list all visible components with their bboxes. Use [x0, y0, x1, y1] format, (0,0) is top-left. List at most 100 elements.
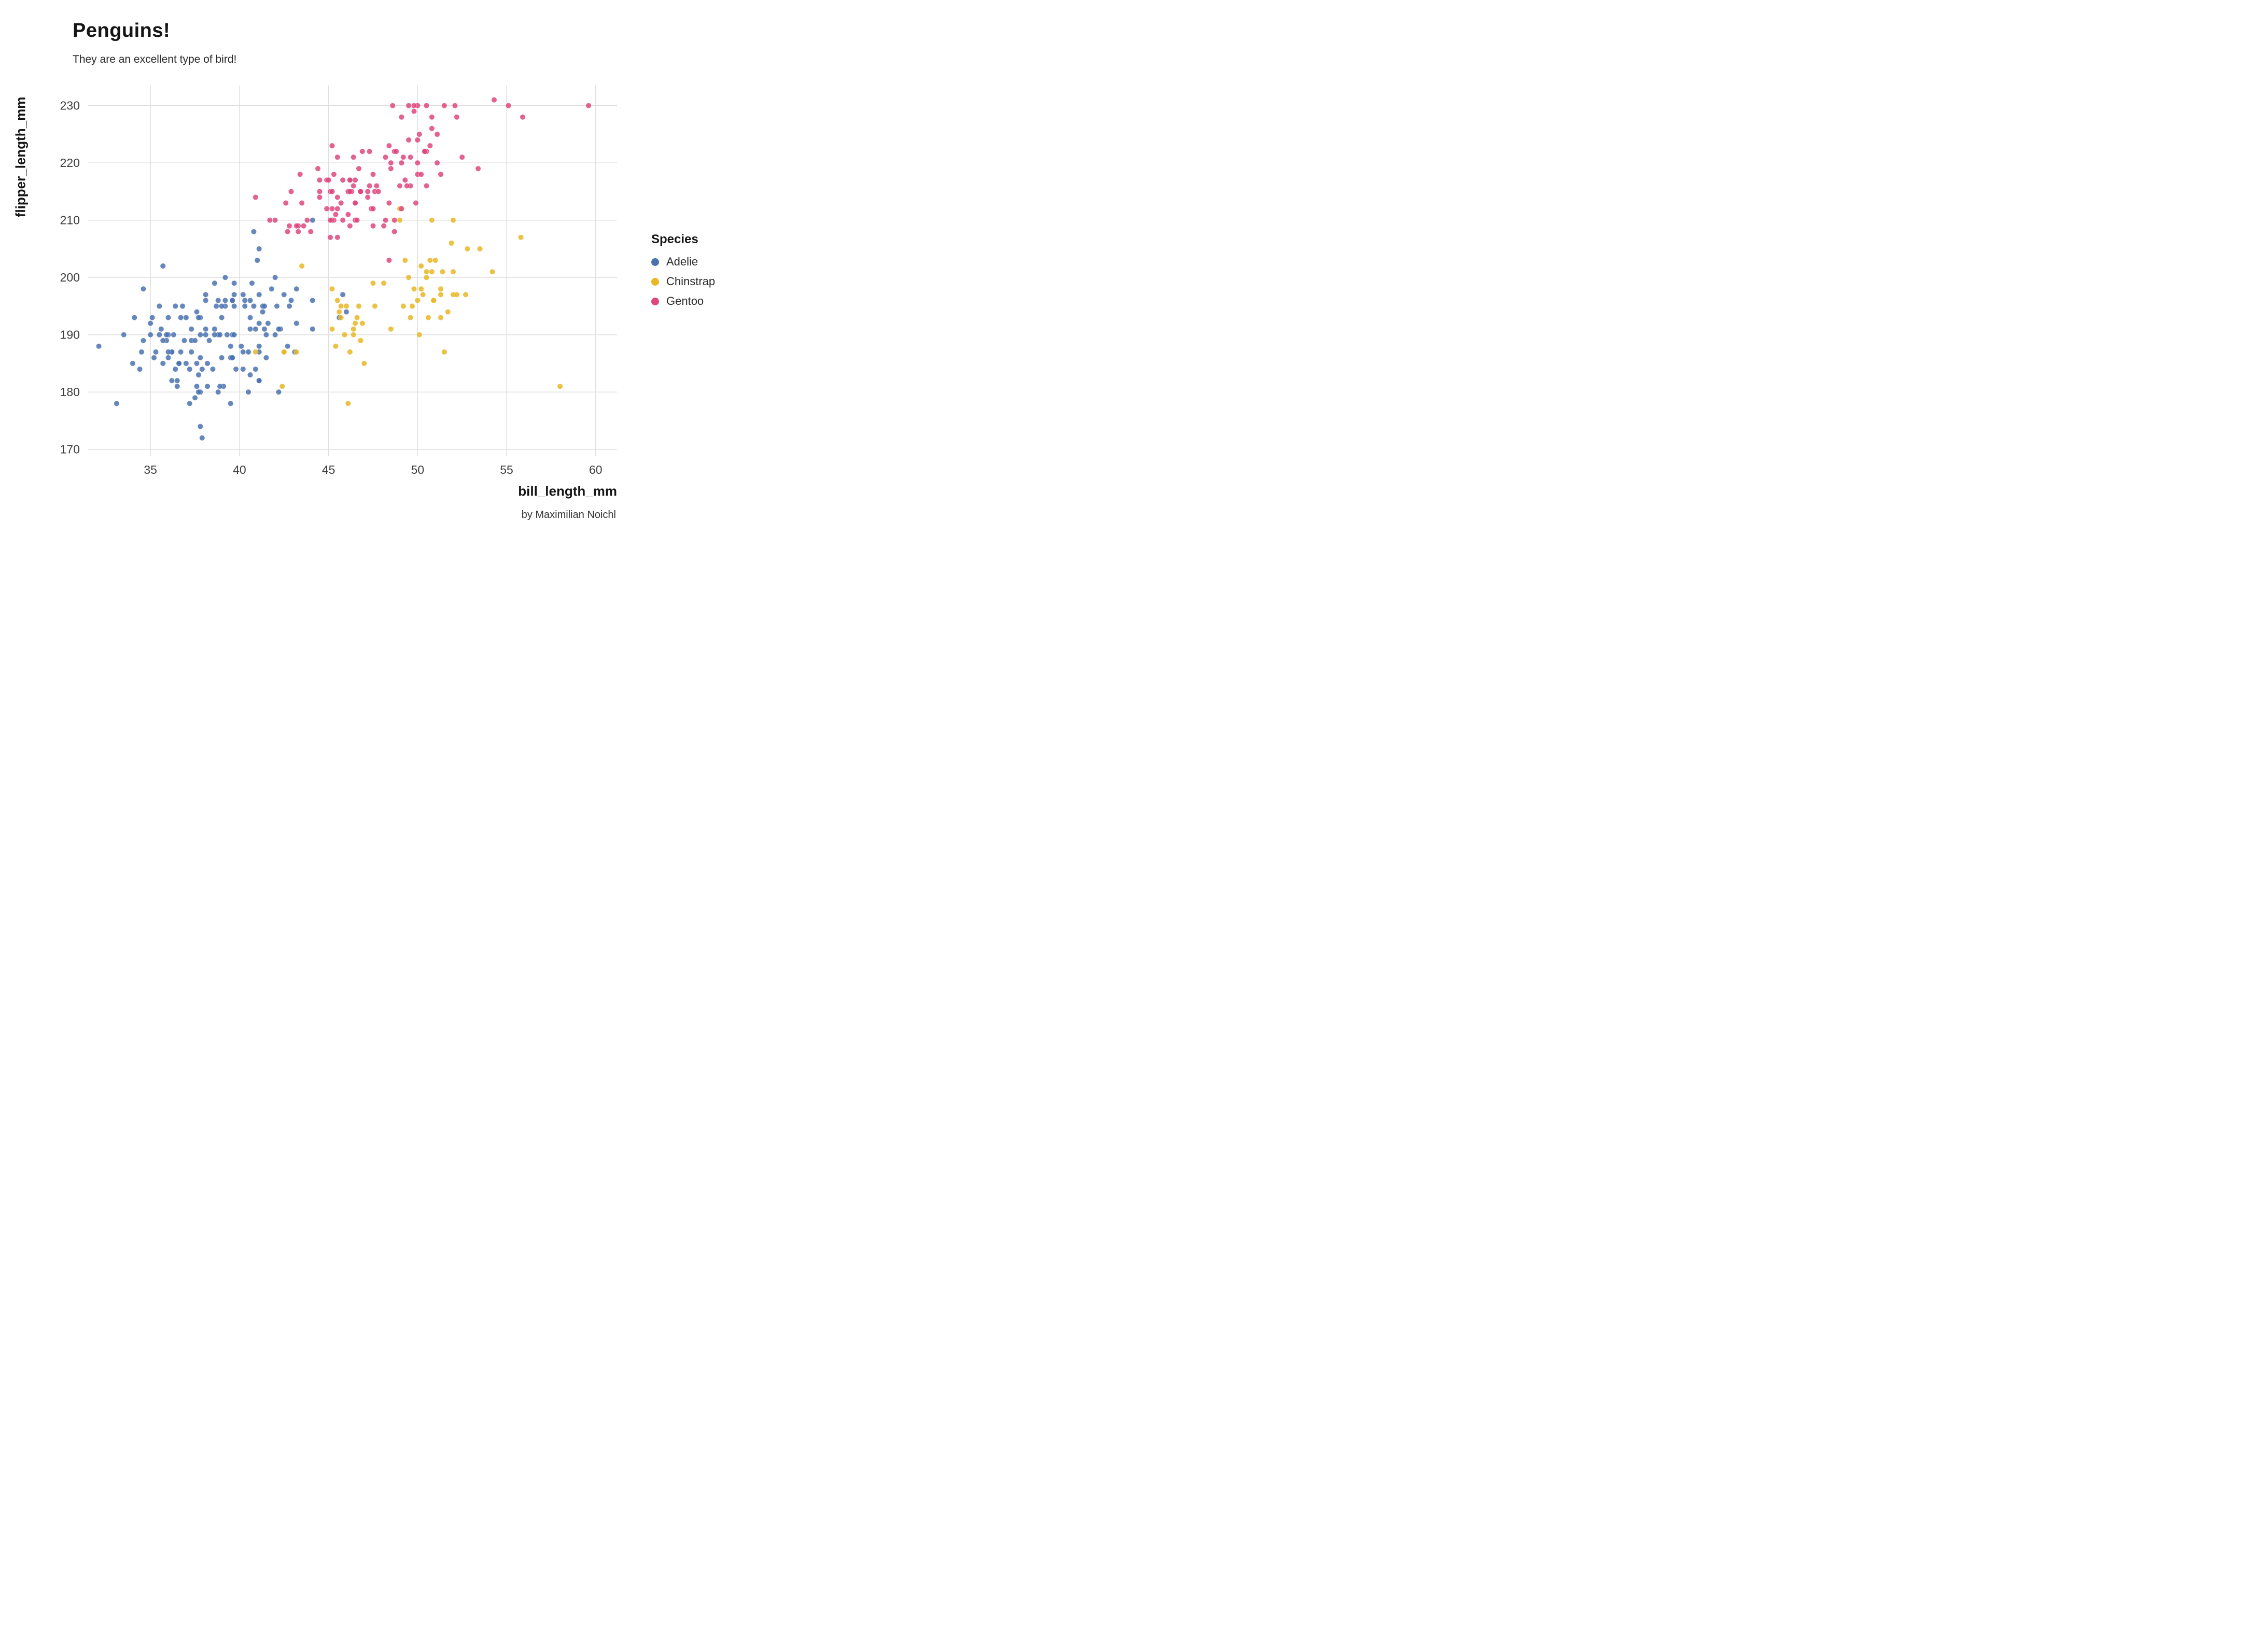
- data-point-gentoo: [354, 217, 360, 223]
- data-point-adelie: [212, 280, 218, 286]
- y-tick-label: 170: [60, 443, 80, 456]
- data-point-adelie: [281, 291, 287, 298]
- data-point-adelie: [231, 303, 237, 310]
- data-point-gentoo: [414, 160, 421, 166]
- data-point-adelie: [256, 291, 262, 298]
- data-point-chinstrap: [418, 286, 424, 292]
- data-point-chinstrap: [338, 314, 344, 321]
- data-point-chinstrap: [334, 297, 341, 304]
- data-point-gentoo: [297, 171, 303, 177]
- data-point-adelie: [310, 217, 316, 223]
- data-point-gentoo: [288, 188, 295, 195]
- data-point-gentoo: [391, 217, 398, 223]
- data-point-adelie: [245, 389, 251, 395]
- data-point-gentoo: [334, 234, 341, 241]
- data-point-adelie: [222, 274, 229, 280]
- data-point-chinstrap: [438, 314, 444, 321]
- legend-item-chinstrap[interactable]: Chinstrap: [651, 275, 750, 288]
- y-tick-label: 230: [60, 99, 80, 113]
- data-point-adelie: [229, 297, 235, 304]
- y-tick-label: 180: [60, 385, 80, 399]
- data-point-gentoo: [334, 154, 341, 160]
- data-point-gentoo: [382, 217, 389, 223]
- data-point-adelie: [217, 383, 223, 389]
- data-point-adelie: [202, 297, 209, 304]
- data-point-chinstrap: [336, 308, 342, 315]
- data-point-gentoo: [407, 154, 414, 160]
- data-point-chinstrap: [354, 314, 360, 321]
- data-point-adelie: [245, 349, 251, 355]
- data-point-chinstrap: [419, 291, 426, 298]
- data-point-adelie: [242, 303, 248, 310]
- data-point-gentoo: [365, 194, 371, 201]
- data-point-chinstrap: [329, 326, 335, 332]
- y-tick-label: 210: [60, 214, 80, 227]
- data-point-adelie: [249, 280, 255, 286]
- data-point-gentoo: [307, 229, 314, 235]
- data-point-gentoo: [338, 200, 344, 206]
- data-point-adelie: [228, 343, 234, 349]
- data-point-adelie: [263, 332, 270, 338]
- data-point-adelie: [138, 349, 145, 355]
- data-point-adelie: [242, 297, 248, 304]
- data-point-adelie: [177, 349, 184, 355]
- data-point-gentoo: [324, 205, 330, 212]
- data-point-adelie: [120, 332, 127, 338]
- data-point-adelie: [261, 303, 268, 310]
- data-point-gentoo: [427, 143, 433, 149]
- data-point-adelie: [269, 286, 275, 292]
- data-point-gentoo: [398, 205, 405, 212]
- data-point-chinstrap: [332, 343, 339, 349]
- data-point-adelie: [256, 320, 262, 327]
- legend-item-label: Chinstrap: [666, 275, 716, 288]
- data-point-adelie: [275, 389, 282, 395]
- data-point-adelie: [197, 355, 204, 361]
- chinstrap-swatch-icon: [651, 277, 659, 286]
- data-point-adelie: [284, 343, 291, 349]
- data-point-chinstrap: [438, 286, 444, 292]
- data-point-adelie: [247, 297, 254, 304]
- data-point-chinstrap: [407, 314, 414, 321]
- data-point-chinstrap: [405, 274, 412, 280]
- data-point-adelie: [240, 366, 246, 372]
- data-point-adelie: [192, 395, 198, 401]
- data-point-chinstrap: [370, 280, 376, 286]
- data-point-chinstrap: [429, 269, 435, 275]
- data-point-adelie: [158, 326, 164, 332]
- gentoo-swatch-icon: [651, 297, 659, 305]
- data-point-chinstrap: [351, 326, 357, 332]
- data-point-chinstrap: [425, 314, 431, 321]
- data-point-gentoo: [304, 217, 311, 223]
- data-point-adelie: [206, 338, 213, 344]
- scatter-plot: 170 180 190 200 210 220 230 35 40 45 50 55 60: [60, 86, 617, 476]
- data-point-gentoo: [389, 102, 396, 109]
- data-point-adelie: [179, 303, 186, 310]
- data-point-chinstrap: [402, 257, 409, 263]
- data-point-chinstrap: [439, 269, 446, 275]
- data-point-gentoo: [284, 229, 291, 235]
- data-point-adelie: [183, 360, 189, 367]
- data-point-adelie: [199, 366, 205, 372]
- data-point-adelie: [274, 303, 280, 310]
- data-point-gentoo: [397, 182, 403, 189]
- y-tick-label: 190: [60, 328, 80, 342]
- data-point-adelie: [195, 389, 202, 395]
- chart-title: Penguins!: [73, 20, 171, 41]
- data-point-adelie: [165, 314, 172, 321]
- data-point-gentoo: [293, 223, 300, 229]
- data-point-gentoo: [411, 108, 417, 115]
- legend-item-adelie[interactable]: Adelie: [651, 255, 750, 269]
- data-point-gentoo: [351, 182, 357, 189]
- data-point-gentoo: [391, 229, 398, 235]
- data-point-gentoo: [325, 177, 332, 184]
- data-point-chinstrap: [299, 263, 305, 269]
- data-point-gentoo: [347, 223, 353, 229]
- adelie-swatch-icon: [651, 258, 659, 266]
- data-point-gentoo: [370, 205, 376, 212]
- legend-item-gentoo[interactable]: Gentoo: [651, 294, 750, 308]
- data-point-gentoo: [267, 217, 273, 223]
- data-point-adelie: [136, 366, 143, 372]
- data-point-chinstrap: [341, 332, 348, 338]
- data-point-chinstrap: [423, 274, 430, 280]
- data-point-gentoo: [327, 234, 333, 241]
